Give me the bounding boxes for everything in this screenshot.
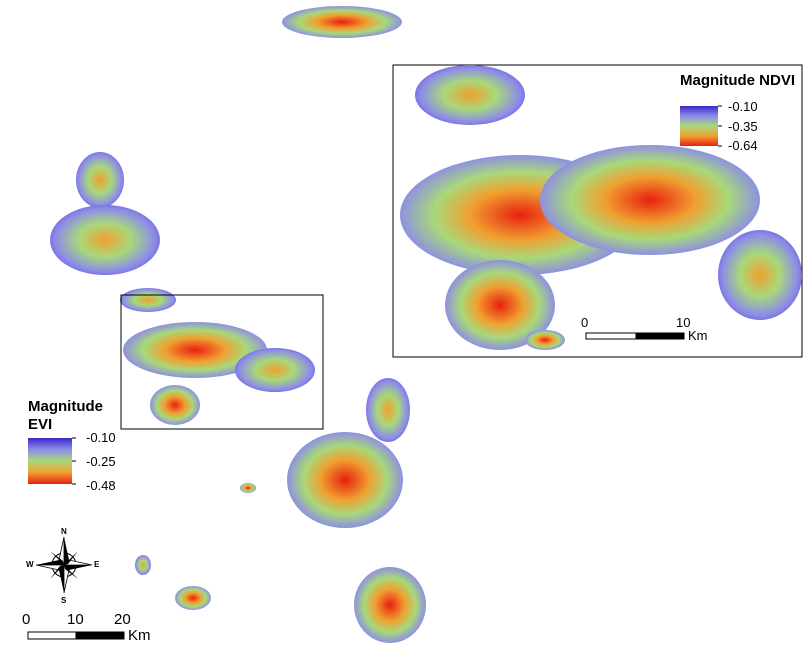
compass-letter-e: E: [94, 560, 100, 569]
raster-patch: [366, 378, 410, 442]
ndvi-color-ramp: [680, 106, 718, 146]
raster-patch: [76, 152, 124, 208]
raster-patch: [50, 205, 160, 275]
raster-patch: [525, 330, 565, 350]
raster-patch: [282, 6, 402, 38]
scale-segment-black: [75, 631, 125, 640]
evi-legend-title-line1: Magnitude: [28, 398, 103, 415]
raster-patch: [235, 348, 315, 392]
main-scale-label: 20: [114, 611, 131, 628]
inset-scale-bar: [585, 332, 685, 340]
evi-tick-label: -0.25: [86, 454, 116, 469]
raster-patch: [175, 586, 211, 610]
raster-patch: [135, 555, 151, 575]
inset-scale-label: 0: [581, 315, 589, 330]
evi-tick-label: -0.10: [86, 430, 116, 445]
raster-patch: [540, 145, 760, 255]
main-map-raster: [50, 6, 426, 643]
inset-scale-unit: Km: [688, 328, 708, 343]
compass-letter-s: S: [61, 596, 67, 605]
evi-color-ramp: [28, 438, 72, 484]
evi-legend-title-line2: EVI: [28, 416, 53, 433]
main-scale-unit: Km: [128, 627, 151, 644]
compass-rose-icon: [35, 536, 93, 594]
raster-patch: [415, 65, 525, 125]
evi-tick-label: -0.48: [86, 478, 116, 493]
scale-segment-white: [27, 631, 77, 640]
raster-patch: [123, 322, 267, 378]
main-scale-label: 0: [22, 611, 31, 628]
main-scale-bar: [27, 631, 125, 640]
raster-patch: [354, 567, 426, 643]
raster-patch: [240, 483, 256, 493]
raster-patch: [150, 385, 200, 425]
raster-patch: [287, 432, 403, 528]
main-scale-label: 10: [67, 611, 84, 628]
raster-patch: [718, 230, 802, 320]
ndvi-tick-label: -0.64: [728, 138, 758, 153]
inset-scale-label: 10: [676, 315, 691, 330]
ndvi-legend-title: Magnitude NDVI: [680, 72, 795, 89]
inset-extent-box: [120, 294, 324, 430]
raster-patch: [445, 260, 555, 350]
ndvi-tick-label: -0.35: [728, 119, 758, 134]
compass-letter-n: N: [61, 527, 67, 536]
compass-letter-w: W: [26, 560, 34, 569]
scale-segment-black: [635, 332, 685, 340]
inset-map-raster: [400, 65, 802, 350]
scale-segment-white: [585, 332, 637, 340]
raster-patch: [120, 288, 176, 312]
ndvi-tick-label: -0.10: [728, 99, 758, 114]
